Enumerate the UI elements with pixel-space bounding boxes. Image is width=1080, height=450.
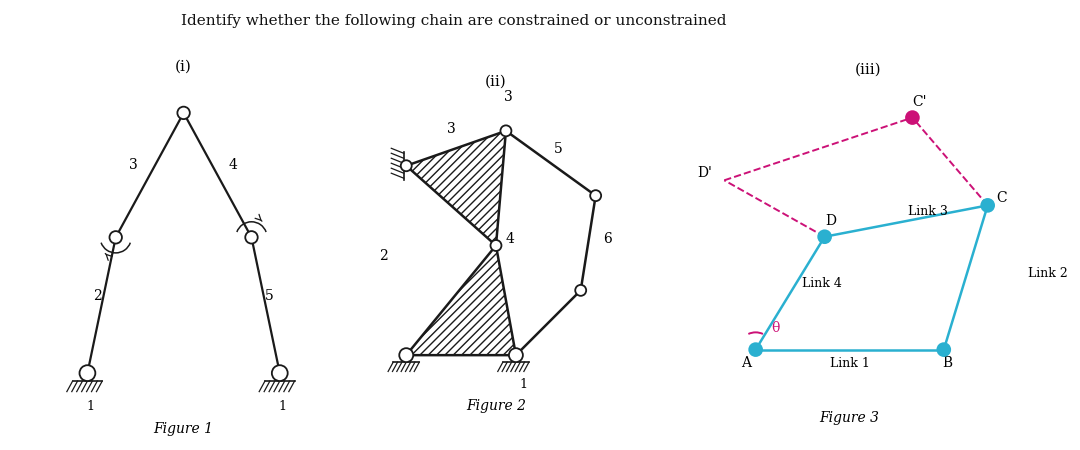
Text: (ii): (ii) <box>485 75 507 89</box>
Circle shape <box>906 111 919 124</box>
Circle shape <box>937 343 950 356</box>
Text: Link 2: Link 2 <box>1028 267 1068 280</box>
Text: 5: 5 <box>266 288 274 302</box>
Circle shape <box>109 231 122 243</box>
Text: 1: 1 <box>519 378 527 391</box>
Text: Link 4: Link 4 <box>801 277 841 290</box>
Circle shape <box>80 365 95 381</box>
Text: 4: 4 <box>505 232 514 246</box>
Text: Figure 1: Figure 1 <box>153 422 214 436</box>
Circle shape <box>400 348 414 362</box>
Circle shape <box>509 348 523 362</box>
Text: Identify whether the following chain are constrained or unconstrained: Identify whether the following chain are… <box>180 14 727 27</box>
Text: 1: 1 <box>279 400 286 413</box>
Circle shape <box>401 160 411 171</box>
Text: Link 1: Link 1 <box>829 357 869 370</box>
Text: 2: 2 <box>379 249 388 263</box>
Text: C': C' <box>913 95 928 109</box>
Text: 4: 4 <box>229 158 238 172</box>
Text: A: A <box>741 356 752 370</box>
Circle shape <box>750 343 761 356</box>
Circle shape <box>500 126 512 136</box>
Text: 6: 6 <box>603 232 611 246</box>
Text: 5: 5 <box>554 142 563 156</box>
Text: D': D' <box>697 166 712 180</box>
Text: C: C <box>996 191 1007 205</box>
Circle shape <box>490 240 501 251</box>
Text: Figure 3: Figure 3 <box>820 411 880 425</box>
Text: (i): (i) <box>175 59 192 73</box>
Text: Link 3: Link 3 <box>908 205 948 218</box>
Text: Figure 2: Figure 2 <box>465 399 526 413</box>
Text: 3: 3 <box>130 158 138 172</box>
Text: θ: θ <box>771 321 780 335</box>
Polygon shape <box>406 131 505 246</box>
Circle shape <box>576 285 586 296</box>
Circle shape <box>177 107 190 119</box>
Text: 1: 1 <box>86 400 94 413</box>
Circle shape <box>590 190 602 201</box>
Text: 3: 3 <box>447 122 456 136</box>
Circle shape <box>982 199 994 212</box>
Circle shape <box>819 230 831 243</box>
Text: 3: 3 <box>504 90 513 104</box>
Polygon shape <box>406 246 516 355</box>
Text: B: B <box>942 356 951 370</box>
Text: (iii): (iii) <box>855 63 882 76</box>
Circle shape <box>245 231 258 243</box>
Circle shape <box>272 365 287 381</box>
Text: D: D <box>825 215 836 229</box>
Text: 2: 2 <box>93 288 102 302</box>
